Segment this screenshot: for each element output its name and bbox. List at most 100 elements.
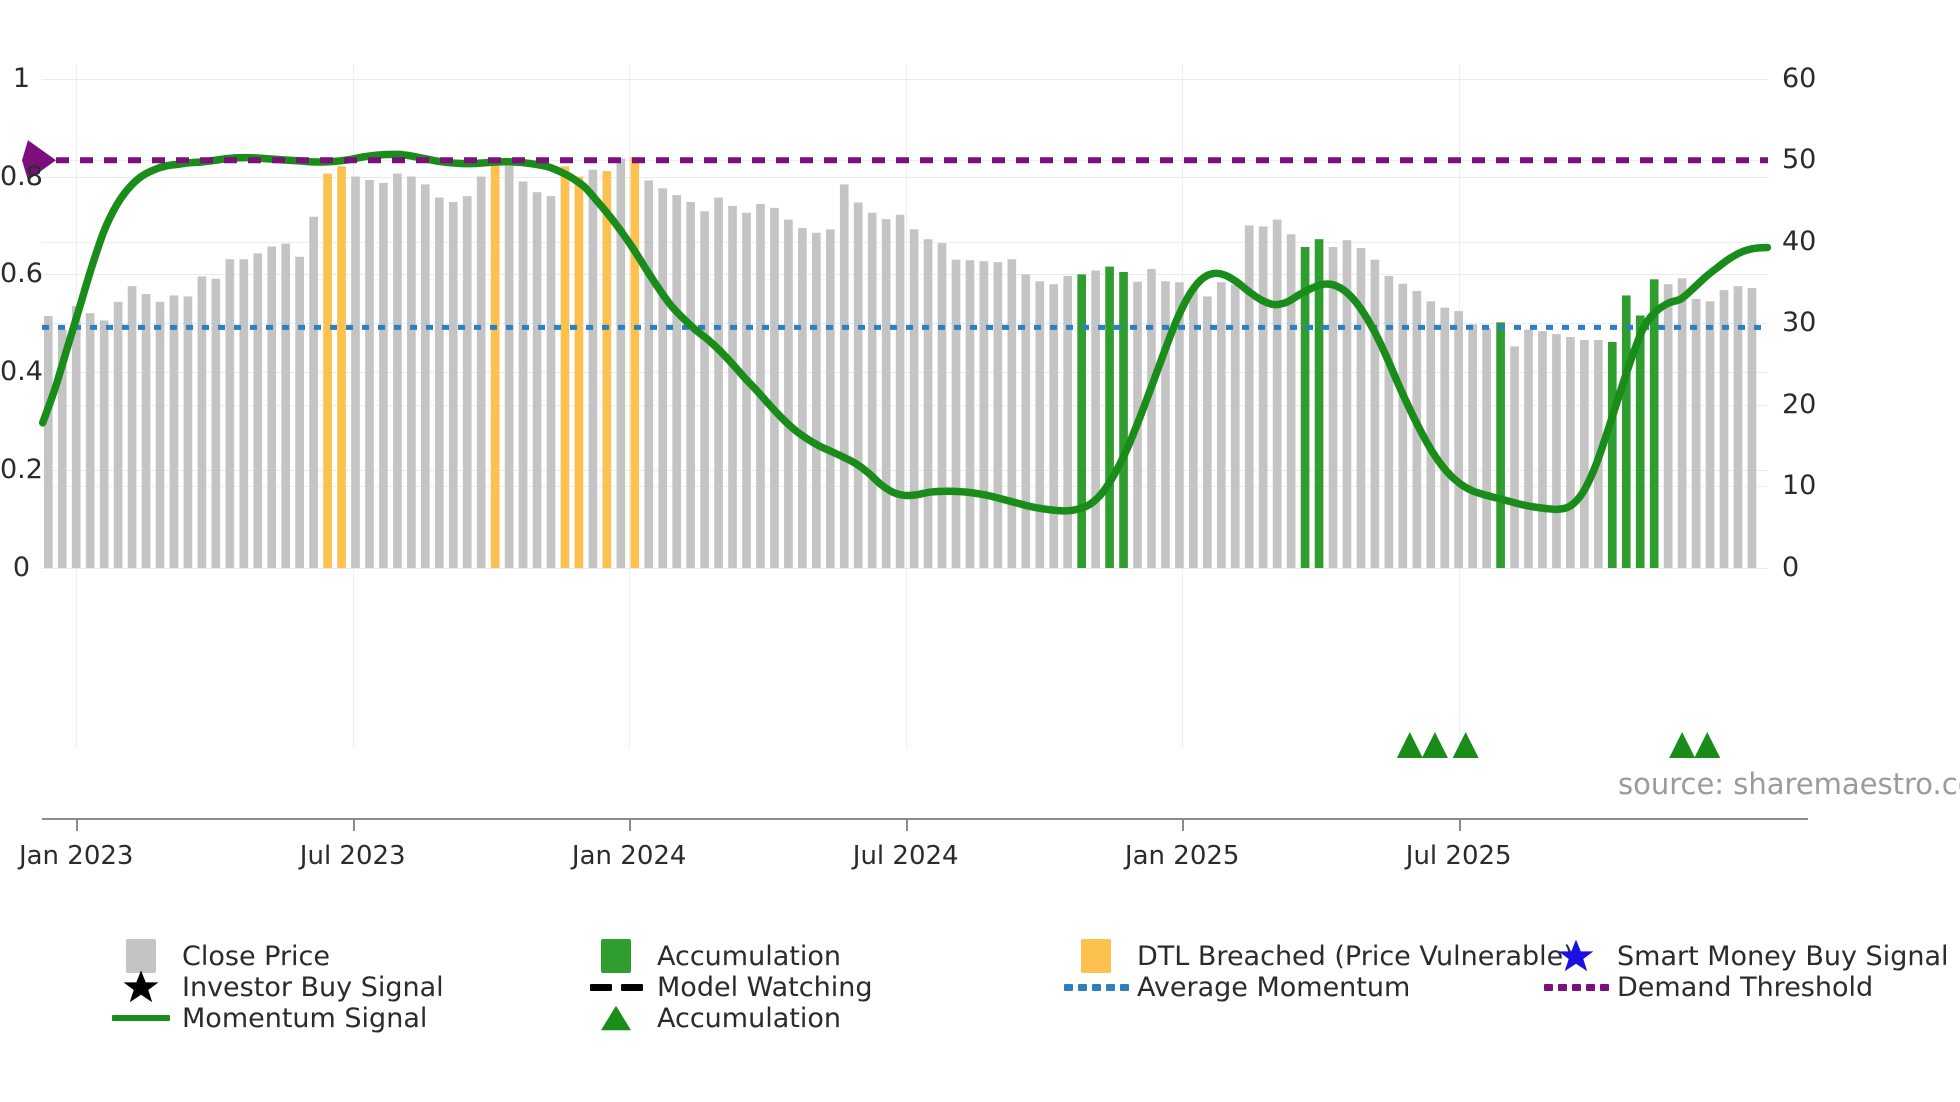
bar-normal: [253, 253, 263, 568]
legend-key-accumulation-bar: [585, 936, 647, 976]
legend-label-average-momentum: Average Momentum: [1137, 971, 1411, 1003]
bar-normal: [1580, 339, 1589, 568]
bar-normal: [1244, 225, 1254, 569]
bar-normal: [1007, 259, 1017, 568]
legend-item-close-price[interactable]: Close Price: [110, 936, 330, 976]
bar-accum: [1300, 247, 1310, 568]
bar-normal: [546, 196, 556, 568]
accumulation-triangle-marker: [1452, 732, 1479, 758]
legend-item-momentum-signal[interactable]: Momentum Signal: [110, 998, 427, 1038]
bar-normal: [127, 286, 137, 568]
legend-item-model-watching[interactable]: Model Watching: [585, 967, 872, 1007]
bar-normal: [1719, 290, 1729, 568]
triangle-icon: [601, 1005, 631, 1031]
gridline: [42, 486, 1768, 488]
bar-normal: [365, 179, 374, 568]
bar-normal: [686, 201, 695, 569]
left-axis-tick-label: 0.6: [0, 258, 43, 290]
bar-accum: [1119, 271, 1128, 568]
bar-normal: [379, 182, 388, 568]
bar-normal: [1691, 298, 1701, 568]
bar-normal: [979, 261, 989, 568]
bars-group: [43, 156, 1757, 569]
bar-normal: [937, 243, 947, 568]
x-axis-tick-label: Jan 2023: [18, 841, 134, 871]
bar-normal: [1677, 278, 1687, 568]
bar-normal: [239, 259, 249, 568]
x-axis-tick: [1459, 819, 1461, 831]
bar-normal: [1733, 286, 1743, 568]
bar-normal: [825, 229, 835, 568]
right-axis-tick-label: 60: [1782, 62, 1817, 94]
bar-normal: [448, 201, 458, 569]
gridline: [42, 404, 1768, 406]
bar-normal: [267, 246, 277, 568]
right-axis-tick-label: 50: [1782, 144, 1817, 176]
bar-normal: [1203, 296, 1212, 568]
gridline: [42, 568, 1768, 569]
legend-label-dtl-breached: DTL Breached (Price Vulnerable): [1137, 940, 1574, 972]
legend-item-smart-money-buy-signal[interactable]: Smart Money Buy Signal: [1545, 936, 1949, 976]
right-axis-tick-label: 10: [1782, 470, 1817, 502]
vertical-gridline: [906, 64, 907, 748]
bar-normal: [1384, 275, 1394, 568]
legend-item-investor-buy-signal[interactable]: Investor Buy Signal: [110, 967, 444, 1007]
bar-accum: [1314, 239, 1324, 568]
legend-key-close-price: [110, 936, 172, 976]
bar-dtl: [630, 156, 640, 568]
dashed-line-icon: [589, 983, 643, 991]
bar-normal: [393, 173, 402, 569]
bar-normal: [853, 202, 863, 569]
bar-normal: [1510, 346, 1519, 568]
star-icon: [123, 970, 159, 1003]
legend-item-demand-threshold[interactable]: Demand Threshold: [1543, 967, 1873, 1007]
bar-normal: [1538, 331, 1547, 568]
x-axis-tick: [906, 819, 908, 831]
bar-normal: [71, 306, 81, 568]
bar-normal: [1747, 288, 1757, 568]
bar-normal: [43, 316, 53, 568]
bar-normal: [588, 169, 598, 568]
dotted-line-icon: [1543, 983, 1609, 991]
right-axis-tick-label: 30: [1782, 307, 1817, 339]
bar-normal: [1063, 275, 1073, 568]
legend-key-demand-threshold: [1543, 967, 1609, 1007]
gridline: [42, 470, 1768, 472]
accumulation-triangle-marker: [1421, 732, 1448, 758]
bar-normal: [993, 262, 1003, 568]
left-axis-tick-label: 0.8: [0, 160, 43, 192]
legend-key-smart-money-buy-signal: [1545, 936, 1607, 976]
bar-normal: [281, 243, 291, 568]
bar-normal: [1398, 283, 1408, 568]
bar-normal: [798, 227, 807, 569]
bar-normal: [225, 259, 235, 568]
legend-label-momentum-signal: Momentum Signal: [182, 1002, 428, 1034]
x-axis-tick: [629, 819, 631, 831]
accumulation-triangle-marker: [1396, 732, 1423, 758]
bar-normal: [728, 205, 737, 568]
bar-normal: [881, 219, 891, 569]
right-axis-tick-label: 20: [1782, 388, 1817, 420]
legend-item-dtl-breached[interactable]: DTL Breached (Price Vulnerable): [1065, 936, 1574, 976]
x-axis-spine: [42, 818, 1808, 820]
bar-normal: [770, 207, 779, 569]
bar-normal: [434, 197, 444, 568]
legend-item-accumulation-bar[interactable]: Accumulation: [585, 936, 841, 976]
bar-normal: [1189, 288, 1198, 568]
legend-item-average-momentum[interactable]: Average Momentum: [1063, 967, 1411, 1007]
left-axis-tick-label: 0: [12, 552, 30, 583]
bar-normal: [462, 196, 472, 568]
bar-normal: [476, 176, 486, 569]
bar-dtl: [560, 166, 570, 568]
bar-normal: [1440, 307, 1450, 568]
legend-item-accumulation-marker[interactable]: Accumulation: [585, 998, 841, 1038]
right-axis-tick-label: 40: [1782, 225, 1817, 257]
bar-normal: [923, 239, 933, 568]
x-axis-tick-label: Jul 2025: [1405, 841, 1512, 871]
bar-normal: [183, 296, 193, 568]
legend-key-dtl-breached: [1065, 936, 1127, 976]
vertical-gridline: [629, 64, 630, 748]
legend-label-close-price: Close Price: [182, 940, 330, 972]
